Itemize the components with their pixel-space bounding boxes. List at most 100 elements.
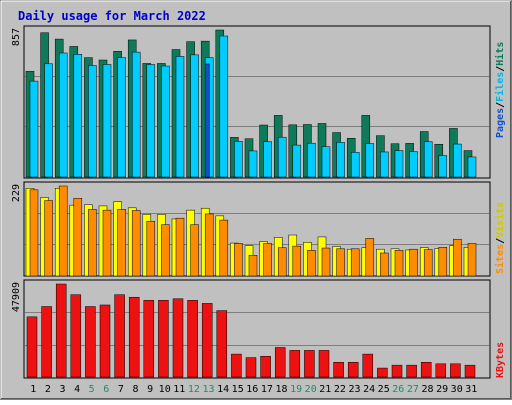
kbytes-bar [464, 364, 476, 378]
sites-bar [292, 245, 302, 277]
day-label: 24 [363, 384, 375, 395]
legend-sep-2: / [495, 66, 506, 72]
day-label: 3 [59, 384, 65, 395]
day-label: 13 [202, 384, 214, 395]
sites-bar [438, 247, 448, 277]
legend-sites: Sites [494, 244, 506, 274]
files-bar [307, 142, 316, 178]
files-bar [175, 56, 185, 178]
sites-bar [380, 252, 389, 277]
sites-bar [219, 219, 229, 277]
files-bar [131, 51, 141, 178]
files-bar [102, 64, 112, 178]
kbytes-bar [128, 296, 140, 378]
kbytes-bar [289, 350, 301, 378]
sites-bar [102, 209, 112, 277]
sites-bar [73, 198, 83, 277]
day-label: 29 [436, 384, 448, 395]
files-bar [161, 65, 170, 178]
sites-bar [234, 243, 243, 277]
files-bar [321, 146, 331, 178]
sites-bar [350, 248, 360, 277]
files-bar [336, 142, 345, 178]
sites-bar [58, 185, 68, 277]
kbytes-bar [245, 357, 257, 378]
files-bar [117, 57, 126, 178]
kbytes-bar [406, 364, 417, 378]
day-label: 8 [132, 384, 138, 395]
chart-title: Daily usage for March 2022 [18, 9, 206, 23]
files-bar [29, 80, 39, 178]
files-bar [380, 151, 389, 178]
files-bar [467, 156, 477, 178]
files-bar [350, 152, 360, 178]
kbytes-bar [143, 300, 155, 378]
files-bar [88, 65, 97, 178]
sites-bar [175, 217, 185, 277]
legend-kbytes: KBytes [495, 342, 506, 378]
sites-bar [29, 189, 39, 277]
panel2-bars [25, 185, 489, 277]
kbytes-bar [158, 300, 169, 378]
day-label: 14 [217, 384, 229, 395]
panel3-bars [25, 283, 489, 378]
day-labels: 1 2 3 4 5 6 7 8 9 10 11 12 13 14 15 16 17 18 19 20 21 22 23 24 2… [30, 384, 477, 395]
sites-bar [44, 200, 53, 277]
day-label: 23 [348, 384, 360, 395]
files-bar [423, 141, 433, 178]
kbytes-bar [187, 300, 198, 378]
kbytes-bar [377, 367, 388, 378]
kbytes-bar [333, 361, 344, 378]
sites-bar [190, 224, 199, 277]
legend-kbytes-group: KBytes [495, 342, 506, 378]
sites-bar [423, 249, 433, 277]
legend-sep-3: / [495, 238, 506, 244]
legend-visits: Visits [494, 202, 506, 238]
sites-bar [117, 209, 126, 277]
day-label: 22 [334, 384, 346, 395]
files-bar [73, 54, 83, 178]
sites-bar [394, 250, 404, 277]
legend-hits: Hits [494, 42, 506, 66]
day-label: 7 [118, 384, 124, 395]
sites-bar [467, 243, 477, 277]
day-label: 27 [407, 384, 419, 395]
sites-bar [336, 248, 345, 277]
day-label: 15 [232, 384, 244, 395]
files-bar [234, 141, 243, 178]
files-bar [292, 144, 302, 178]
sites-bar [453, 238, 462, 277]
kbytes-max-label: 47909 [11, 282, 22, 312]
sites-bar [146, 220, 156, 277]
day-label: 16 [246, 384, 258, 395]
sites-bar [409, 248, 418, 277]
kbytes-bar [362, 353, 374, 378]
sites-bar [248, 255, 258, 277]
kbytes-bar [420, 361, 432, 378]
kbytes-bar [201, 303, 213, 378]
kbytes-bar [70, 294, 82, 378]
kbytes-bar [391, 364, 403, 378]
day-label: 10 [159, 384, 171, 395]
kbytes-bar [231, 353, 242, 378]
day-label: 18 [275, 384, 287, 395]
kbytes-bar [318, 350, 330, 378]
kbytes-bar [216, 310, 228, 378]
sites-bar [131, 210, 141, 277]
files-bar [409, 151, 418, 178]
files-bar [263, 141, 272, 178]
kbytes-bar [435, 363, 447, 378]
files-bar [219, 35, 229, 178]
day-label: 20 [305, 384, 317, 395]
svg-text:Pages/Files/Hits: Pages/Files/Hits [494, 42, 506, 138]
day-label: 12 [188, 384, 200, 395]
day-label: 2 [45, 384, 51, 395]
sites-bar [161, 224, 170, 277]
day-label: 17 [261, 384, 273, 395]
day-label: 30 [451, 384, 463, 395]
sites-bar [365, 238, 375, 277]
files-bar [44, 63, 53, 178]
visits-max-label: 229 [11, 184, 22, 202]
